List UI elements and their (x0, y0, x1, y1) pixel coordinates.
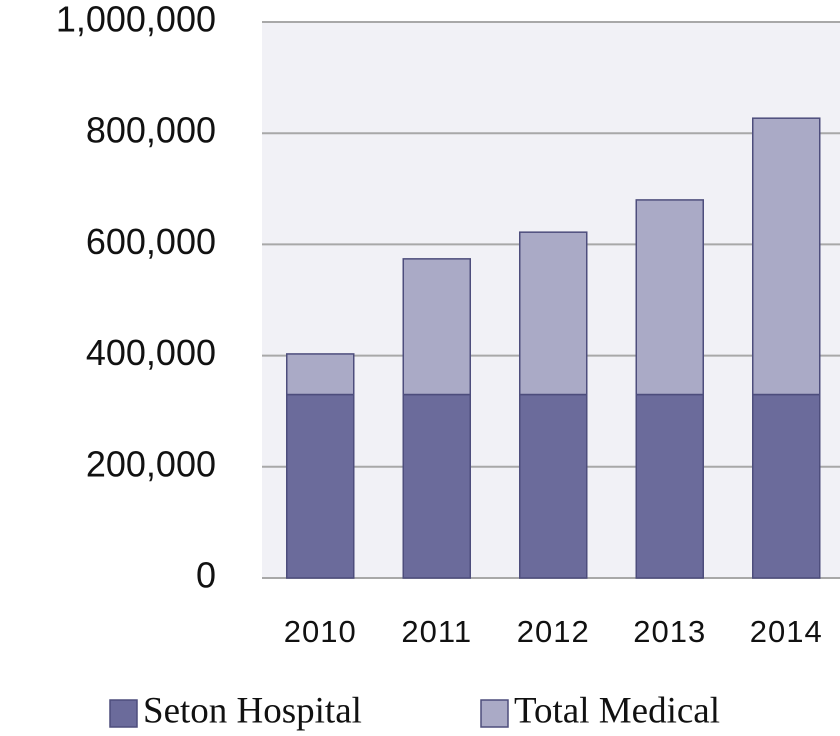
x-tick-label: 2012 (517, 614, 590, 649)
bar-segment (286, 353, 355, 396)
bar-segment (752, 117, 821, 396)
bar-segment (519, 231, 588, 396)
y-tick-label: 200,000 (86, 443, 216, 484)
y-tick-label: 600,000 (86, 221, 216, 262)
legend-label: Total Medical (514, 690, 720, 731)
bar-segment (752, 393, 821, 579)
legend-swatch (109, 699, 138, 728)
legend-label: Seton Hospital (143, 690, 362, 731)
legend-swatch (480, 699, 509, 728)
bar-segment (286, 393, 355, 579)
x-tick-label: 2010 (284, 614, 357, 649)
x-tick-label: 2013 (633, 614, 706, 649)
x-tick-label: 2011 (401, 614, 472, 649)
bar-segment (402, 393, 471, 579)
bar-segment (519, 393, 588, 579)
y-tick-label: 1,000,000 (56, 0, 216, 40)
y-tick-label: 400,000 (86, 332, 216, 373)
y-tick-label: 0 (196, 555, 216, 596)
x-tick-label: 2014 (750, 614, 823, 649)
bar-segment (635, 199, 704, 396)
y-tick-label: 800,000 (86, 110, 216, 151)
bar-segment (635, 393, 704, 579)
bar-segment (402, 258, 471, 396)
